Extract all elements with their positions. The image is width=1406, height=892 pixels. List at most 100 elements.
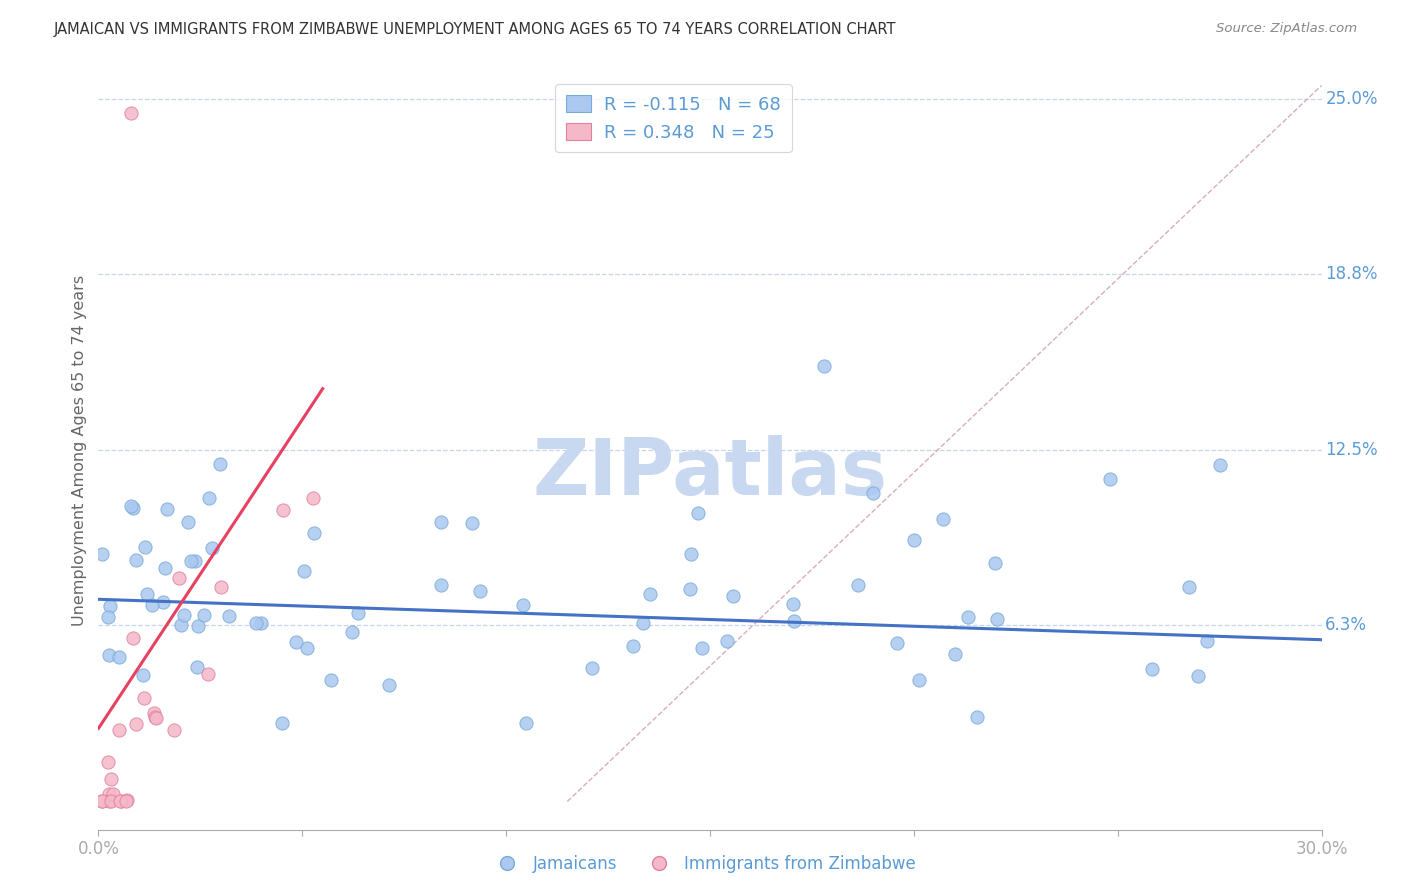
Point (378, 678, 401, 692)
Point (97, 610, 120, 624)
Point (907, 673, 929, 687)
Point (621, 639, 644, 653)
Point (208, 457, 231, 471)
Point (460, 516, 482, 531)
Point (121, 500, 143, 515)
Point (721, 589, 744, 603)
Y-axis label: Unemployment Among Ages 65 to 74 years: Unemployment Among Ages 65 to 74 years (72, 275, 87, 626)
Point (125, 553, 148, 567)
Point (91, 795, 114, 809)
Point (115, 793, 138, 807)
Point (170, 617, 193, 632)
Text: 25.0%: 25.0% (1326, 90, 1378, 109)
Point (984, 556, 1007, 570)
Point (1142, 662, 1164, 676)
Point (301, 491, 323, 505)
Point (862, 485, 884, 500)
Point (108, 795, 131, 809)
Point (186, 660, 208, 674)
Point (292, 564, 315, 578)
Point (135, 587, 157, 601)
Point (132, 667, 155, 681)
Point (108, 650, 131, 665)
Point (271, 502, 294, 516)
Point (97, 787, 120, 801)
Point (886, 636, 908, 650)
Point (631, 616, 654, 631)
Point (347, 606, 370, 620)
Point (97, 795, 120, 809)
Point (813, 359, 835, 374)
Point (430, 515, 453, 529)
Point (100, 772, 122, 787)
Point (1209, 458, 1232, 472)
Point (193, 607, 215, 622)
Point (173, 608, 195, 623)
Text: 12.5%: 12.5% (1326, 442, 1378, 459)
Point (153, 560, 176, 574)
Text: Source: ZipAtlas.com: Source: ZipAtlas.com (1216, 22, 1357, 36)
Point (122, 632, 145, 646)
Point (91, 795, 114, 809)
Point (110, 795, 132, 809)
Point (966, 710, 988, 724)
Point (177, 515, 200, 529)
Point (115, 795, 138, 809)
Point (187, 619, 209, 633)
Point (98, 648, 121, 662)
Point (163, 723, 186, 737)
Point (183, 554, 205, 568)
Point (108, 723, 131, 737)
Point (986, 612, 1008, 626)
Point (98, 599, 121, 613)
Point (143, 710, 166, 724)
Point (297, 640, 319, 655)
Legend: Jamaicans, Immigrants from Zimbabwe: Jamaicans, Immigrants from Zimbabwe (484, 848, 922, 880)
Point (581, 661, 603, 675)
Point (101, 787, 124, 801)
Text: 6.3%: 6.3% (1326, 615, 1367, 633)
Point (512, 599, 534, 613)
Legend: R = -0.115   N = 68, R = 0.348   N = 25: R = -0.115 N = 68, R = 0.348 N = 25 (555, 84, 792, 153)
Point (91, 547, 114, 561)
Point (201, 541, 224, 555)
Point (319, 673, 342, 687)
Point (218, 608, 240, 623)
Point (141, 598, 163, 612)
Point (245, 615, 267, 630)
Point (197, 491, 219, 505)
Point (285, 635, 308, 649)
Text: ZIPatlas: ZIPatlas (533, 435, 887, 511)
Point (209, 580, 232, 594)
Point (783, 614, 806, 628)
Point (678, 582, 700, 596)
Point (304, 525, 326, 540)
Point (429, 578, 451, 592)
Point (145, 711, 167, 725)
Point (1187, 669, 1209, 683)
Point (120, 499, 142, 513)
Point (1177, 580, 1199, 594)
Point (782, 597, 804, 611)
Point (1197, 633, 1219, 648)
Point (515, 716, 537, 731)
Point (470, 584, 492, 599)
Point (124, 717, 146, 731)
Point (100, 795, 122, 809)
Point (1098, 471, 1121, 485)
Point (132, 690, 155, 705)
Point (249, 616, 271, 631)
Point (903, 533, 925, 548)
Point (152, 595, 174, 609)
Point (688, 506, 710, 520)
Point (340, 624, 363, 639)
Point (846, 578, 869, 592)
Point (134, 540, 156, 554)
Point (167, 572, 190, 586)
Point (681, 547, 703, 561)
Point (932, 512, 955, 526)
Point (956, 609, 979, 624)
Text: JAMAICAN VS IMMIGRANTS FROM ZIMBABWE UNEMPLOYMENT AMONG AGES 65 TO 74 YEARS CORR: JAMAICAN VS IMMIGRANTS FROM ZIMBABWE UNE… (53, 22, 896, 37)
Point (97, 755, 120, 769)
Point (690, 640, 713, 655)
